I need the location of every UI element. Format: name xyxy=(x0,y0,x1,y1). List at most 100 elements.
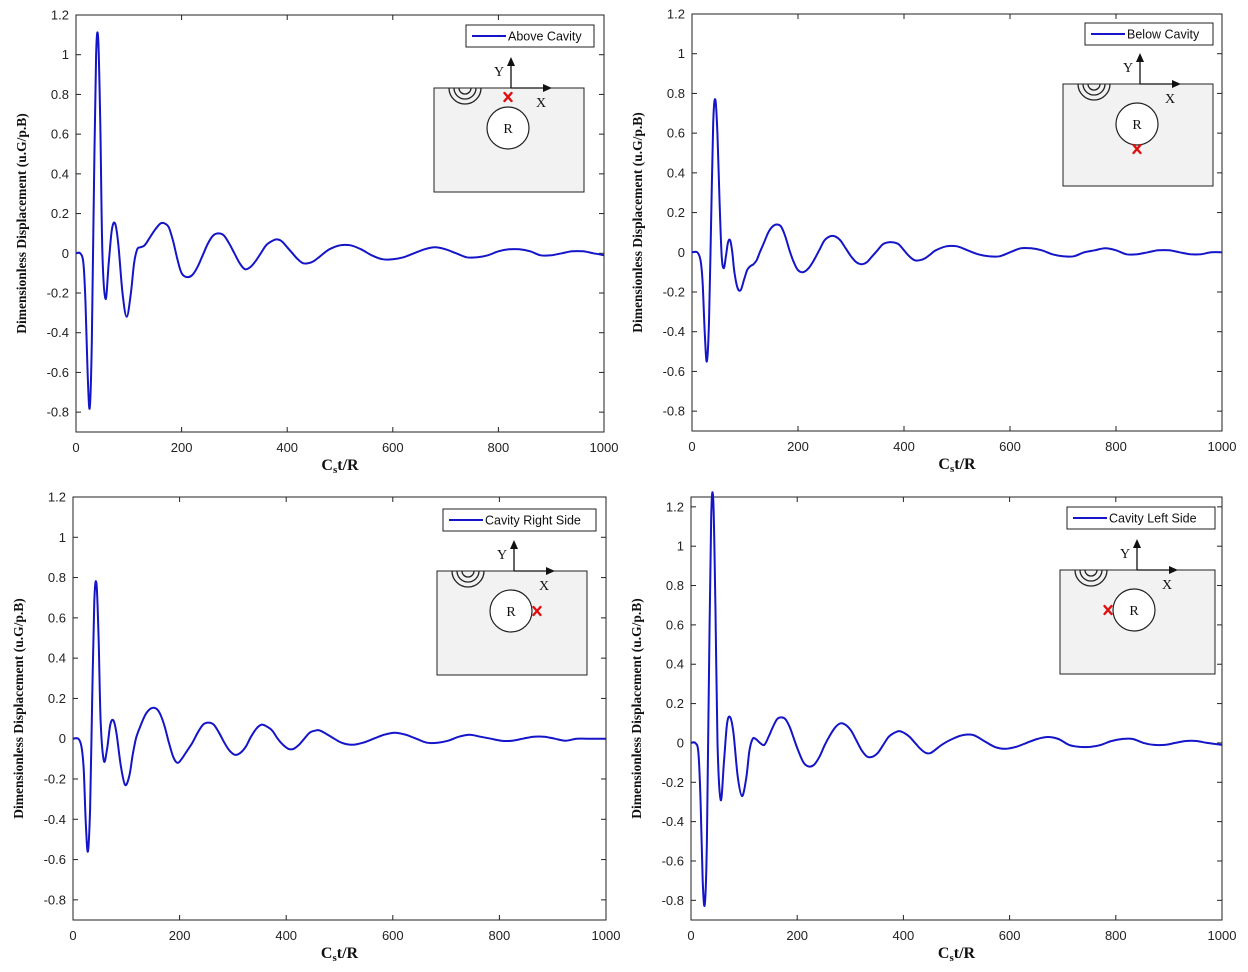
legend-box xyxy=(465,24,595,48)
y-tick-label: 0 xyxy=(678,245,685,260)
cavity-radius-label: R xyxy=(506,605,516,620)
wave-source-arc xyxy=(456,570,480,583)
y-tick-label: -0.6 xyxy=(47,365,69,380)
inset-y-label: Y xyxy=(494,65,504,80)
x-axis-label-subscript: s xyxy=(332,952,337,964)
legend-box xyxy=(442,508,597,532)
x-axis-label-main: C xyxy=(321,457,333,474)
y-tick-label: 0.4 xyxy=(48,651,66,666)
y-tick-label: 1 xyxy=(677,539,684,554)
inset-x-label: X xyxy=(1165,92,1175,107)
y-axis-label: Dimensionless Displacement (u.G/p.B) xyxy=(630,112,645,333)
series-line xyxy=(690,491,1223,907)
y-tick-label: 0.2 xyxy=(48,691,66,706)
x-tick-label: 800 xyxy=(489,928,511,943)
y-tick-label: -0.2 xyxy=(662,775,684,790)
y-tick-label: 0.6 xyxy=(48,610,66,625)
x-tick-label: 400 xyxy=(275,928,297,943)
x-tick-label: 200 xyxy=(786,928,808,943)
wave-source-arc xyxy=(1079,569,1103,582)
y-tick-label: 0.8 xyxy=(51,87,69,102)
y-arrow-head-icon xyxy=(507,57,515,66)
y-tick-label: -0.4 xyxy=(662,814,684,829)
y-tick-label: 0.6 xyxy=(51,127,69,142)
x-tick-label: 200 xyxy=(169,928,191,943)
cavity-radius-label: R xyxy=(1132,118,1142,133)
chart-panel-4: 0 200 400 600 800 1000 -0.8 -0.6 -0.4 -0.2 0 0.2 0.4… xyxy=(629,491,1237,964)
legend-label: Cavity Right Side xyxy=(485,514,581,528)
x-axis-label-suffix: t/R xyxy=(337,945,359,962)
y-tick-label: 0.8 xyxy=(48,570,66,585)
y-tick-label: 0.4 xyxy=(51,166,69,181)
plot-area xyxy=(690,496,1223,921)
wave-source-arc xyxy=(461,570,475,578)
y-tick-label: 0.4 xyxy=(667,165,685,180)
x-tick-label: 0 xyxy=(688,439,695,454)
wave-source-arc xyxy=(458,87,472,95)
x-tick-label: 0 xyxy=(69,928,76,943)
inset-y-label: Y xyxy=(1120,547,1130,562)
y-arrow-head-icon xyxy=(1136,53,1144,62)
x-arrow-head-icon xyxy=(543,84,552,92)
x-axis-label-main: C xyxy=(938,945,950,962)
x-tick-label: 1000 xyxy=(1208,439,1237,454)
x-tick-label: 0 xyxy=(687,928,694,943)
x-tick-label: 600 xyxy=(999,439,1021,454)
observation-point-x-icon xyxy=(1103,604,1113,616)
inset-y-label: Y xyxy=(1123,61,1133,76)
x-tick-label: 1000 xyxy=(592,928,621,943)
legend-label: Above Cavity xyxy=(508,30,582,44)
wave-source-arc xyxy=(1074,569,1108,587)
x-tick-label: 1000 xyxy=(590,440,619,455)
y-tick-label: -0.2 xyxy=(44,772,66,787)
y-arrow-head-icon xyxy=(510,540,518,549)
series-line xyxy=(691,98,1223,363)
y-tick-label: 1 xyxy=(59,530,66,545)
observation-point-x-icon xyxy=(1132,143,1142,155)
x-arrow-head-icon xyxy=(1172,80,1181,88)
chart-panel-3: 0 200 400 600 800 1000 -0.8 -0.6 -0.4 -0.2 0 0.2 0.4… xyxy=(11,490,620,965)
inset-schematic: Y X R xyxy=(436,540,588,676)
y-tick-label: -0.8 xyxy=(47,405,69,420)
plot-area xyxy=(691,13,1223,432)
inset-schematic: Y X R xyxy=(1062,53,1214,187)
x-axis-label-subscript: s xyxy=(950,463,955,475)
inset-x-label: X xyxy=(539,579,549,594)
x-tick-label: 1000 xyxy=(1208,928,1237,943)
y-tick-label: 0.6 xyxy=(666,617,684,632)
x-axis-label-suffix: t/R xyxy=(954,456,976,473)
x-tick-label: 600 xyxy=(382,928,404,943)
x-tick-label: 800 xyxy=(1105,439,1127,454)
y-tick-label: 0.6 xyxy=(667,126,685,141)
y-axis-label: Dimensionless Displacement (u.G/p.B) xyxy=(14,113,29,334)
y-tick-label: 0 xyxy=(59,731,66,746)
wave-source-arc xyxy=(451,570,485,588)
y-tick-label: -0.6 xyxy=(663,364,685,379)
x-tick-label: 200 xyxy=(171,440,193,455)
y-tick-label: -0.8 xyxy=(44,892,66,907)
chart-panel-2: 0 200 400 600 800 1000 -0.8 -0.6 -0.4 -0.2 0 0.2 0.4… xyxy=(630,7,1236,476)
inset-schematic: Y X R xyxy=(1059,539,1216,675)
x-tick-label: 200 xyxy=(787,439,809,454)
x-axis-label: Cst/R xyxy=(321,457,359,476)
x-axis-label-main: C xyxy=(938,456,950,473)
y-tick-label: 0.2 xyxy=(666,696,684,711)
x-axis-label-subscript: s xyxy=(333,464,338,476)
inset-x-label: X xyxy=(1162,578,1172,593)
y-tick-label: 0.8 xyxy=(666,578,684,593)
wave-source-arc xyxy=(1087,83,1101,91)
x-arrow-head-icon xyxy=(546,567,555,575)
x-tick-label: 600 xyxy=(999,928,1021,943)
cavity-circle xyxy=(486,106,530,150)
legend-label: Below Cavity xyxy=(1127,28,1200,42)
x-axis-label: Cst/R xyxy=(938,456,976,475)
observation-point-x-icon xyxy=(503,91,513,103)
y-tick-label: 1.2 xyxy=(48,490,66,505)
y-tick-label: -0.4 xyxy=(663,324,685,339)
observation-point-x-icon xyxy=(532,605,542,617)
x-axis-label: Cst/R xyxy=(321,945,359,964)
x-axis-label-subscript: s xyxy=(949,952,954,964)
y-tick-label: 0.8 xyxy=(667,86,685,101)
